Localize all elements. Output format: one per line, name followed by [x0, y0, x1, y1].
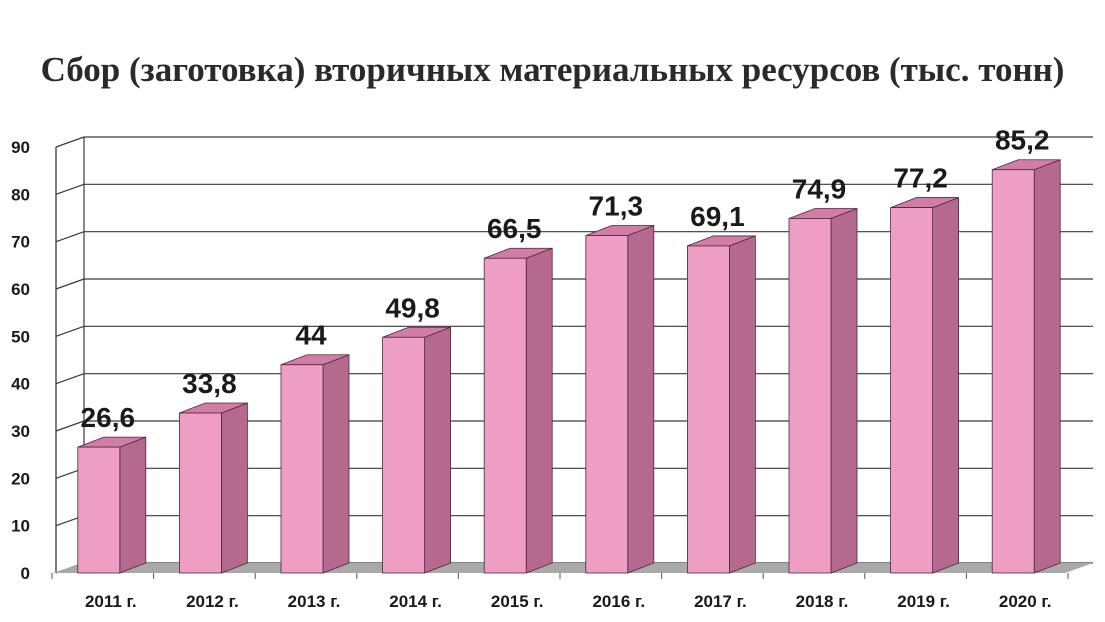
x-axis-ticks: 2011 г. 2012 г. 2013 г. 2014 г. 2015 г. 2016 … [85, 592, 1052, 611]
grid-wall-tick [55, 136, 85, 148]
grid-wall-tick [55, 278, 85, 290]
y-tick-label: 10 [11, 517, 30, 536]
bar [585, 224, 655, 574]
y-tick-label: 60 [11, 280, 30, 299]
x-tick-label: 2018 г. [796, 592, 849, 611]
bar-front [991, 169, 1035, 574]
bar-front [280, 364, 324, 574]
bar-front [890, 207, 933, 574]
data-label: 66,5 [487, 213, 542, 244]
chart-title: Сбор (заготовка) вторичных материальных … [40, 50, 1065, 89]
bar [178, 402, 248, 574]
bar-side [932, 197, 959, 574]
bar [280, 354, 350, 574]
bar-side [729, 235, 756, 574]
bar-side [525, 247, 553, 574]
y-tick-label: 30 [11, 422, 30, 441]
bar [687, 235, 756, 574]
bar [77, 436, 147, 574]
data-label: 69,1 [690, 201, 745, 232]
bar [382, 326, 452, 574]
x-tick-label: 2012 г. [186, 592, 239, 611]
grid-wall-tick [55, 325, 85, 337]
bar [788, 207, 858, 574]
data-label: 49,8 [385, 292, 440, 323]
bar-front [382, 336, 426, 574]
y-tick-label: 90 [11, 138, 30, 157]
data-labels: 26,6 33,8 44 49,8 66,5 71,3 69,1 74,9 77,2 85,2 [81, 125, 1050, 433]
x-tick-label: 2019 г. [897, 592, 950, 611]
bar-side [119, 436, 147, 574]
data-label: 71,3 [589, 191, 644, 222]
bar-front [687, 245, 730, 574]
data-label: 77,2 [893, 163, 948, 194]
bar-side [1033, 159, 1061, 574]
bars [77, 159, 1061, 574]
bar-side [830, 207, 858, 574]
data-label: 85,2 [995, 125, 1050, 156]
bar-side [424, 326, 452, 574]
y-tick-label: 70 [11, 233, 30, 252]
grid-wall-tick [55, 373, 85, 385]
bar-side [220, 402, 248, 574]
x-tick-label: 2015 г. [491, 592, 544, 611]
bar [890, 197, 959, 574]
y-tick-label: 0 [21, 564, 30, 583]
bar-side [627, 224, 655, 574]
grid-wall-tick [55, 183, 85, 195]
data-label: 26,6 [81, 402, 136, 433]
bar [483, 247, 553, 574]
y-tick-label: 50 [11, 327, 30, 346]
x-tick-label: 2011 г. [85, 592, 137, 611]
x-tick-label: 2013 г. [288, 592, 341, 611]
data-label: 44 [295, 320, 327, 351]
grid-wall-tick [55, 420, 85, 432]
x-tick-label: 2020 г. [999, 592, 1052, 611]
y-axis-ticks: 0 10 20 30 40 50 60 70 80 90 [11, 138, 30, 583]
data-label: 33,8 [182, 368, 237, 399]
y-tick-label: 40 [11, 375, 30, 394]
bar-front [788, 218, 832, 574]
x-tick-label: 2016 г. [592, 592, 645, 611]
y-tick-label: 20 [11, 469, 30, 488]
bar-front [483, 257, 527, 574]
bar-front [77, 446, 121, 574]
grid-wall-tick [55, 231, 85, 243]
data-label: 74,9 [792, 173, 847, 204]
bar-front [178, 412, 222, 574]
x-tick-label: 2014 г. [389, 592, 442, 611]
bar-front [585, 235, 629, 574]
bar-side [322, 354, 350, 574]
x-tick-label: 2017 г. [694, 592, 747, 611]
y-tick-label: 80 [11, 185, 30, 204]
bar [991, 159, 1061, 574]
